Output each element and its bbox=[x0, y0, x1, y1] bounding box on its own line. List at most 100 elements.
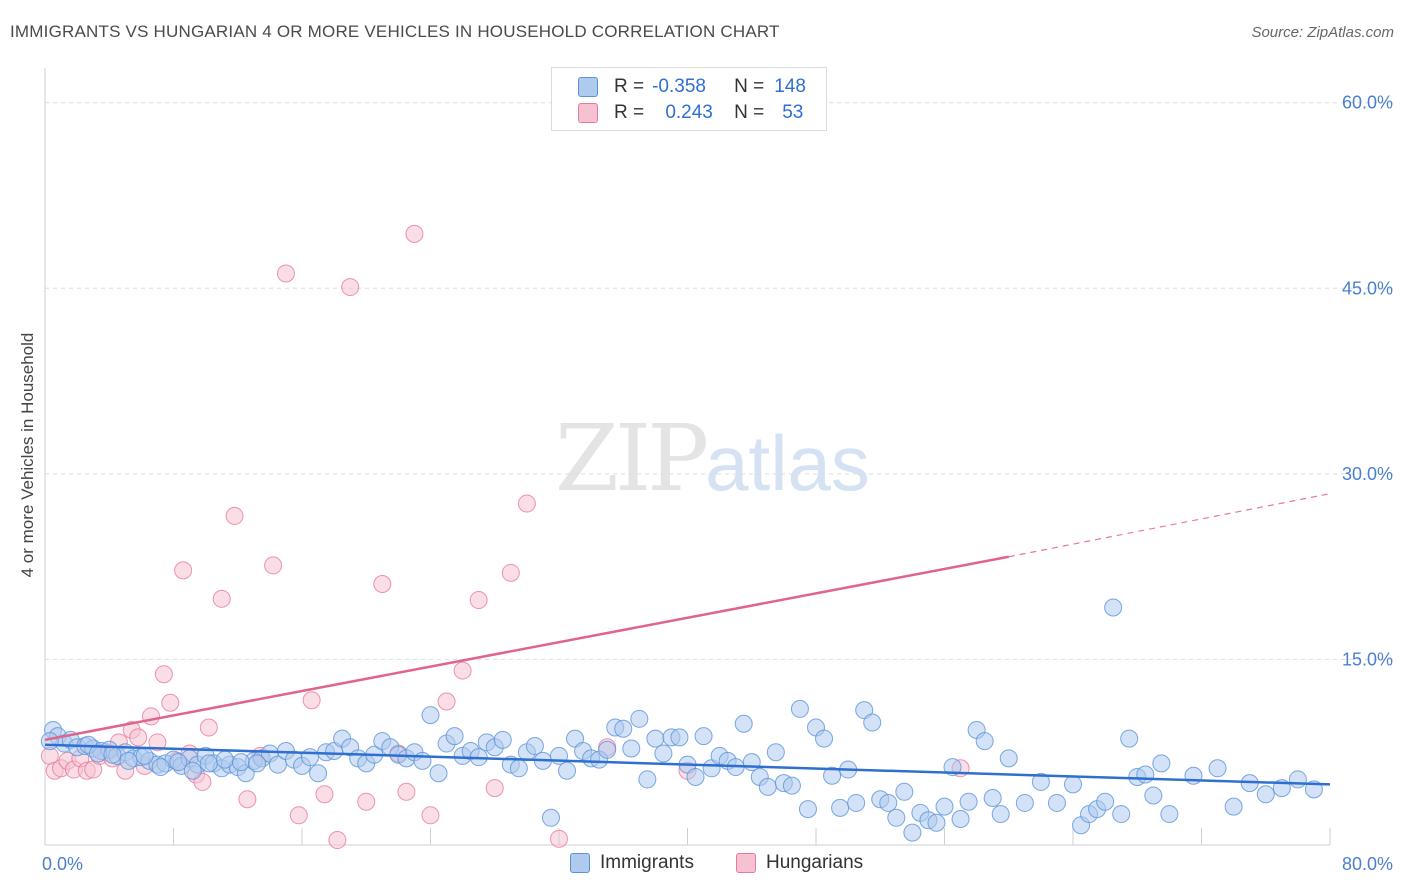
legend-r-value: -0.358 bbox=[652, 76, 706, 97]
immigrants-point bbox=[927, 813, 946, 832]
hungarians-point bbox=[550, 829, 568, 848]
immigrants-point bbox=[670, 728, 689, 747]
immigrants-point bbox=[40, 732, 59, 751]
immigrants-point bbox=[790, 699, 809, 718]
immigrants-point bbox=[943, 758, 962, 777]
immigrants-point bbox=[847, 793, 866, 812]
immigrants-point bbox=[309, 764, 328, 783]
watermark-zip: ZIP bbox=[555, 405, 709, 512]
immigrants-point bbox=[999, 749, 1018, 768]
immigrants-point bbox=[248, 754, 267, 773]
immigrants-point bbox=[151, 758, 170, 777]
immigrants-point bbox=[694, 727, 713, 746]
hungarians-point bbox=[373, 574, 392, 593]
immigrants-point bbox=[1184, 766, 1203, 785]
immigrants-point bbox=[1160, 805, 1179, 824]
immigrants-point bbox=[935, 797, 954, 816]
immigrants-point bbox=[1256, 785, 1275, 804]
immigrants-point bbox=[798, 800, 817, 819]
legend-n-label: N = bbox=[734, 76, 765, 97]
immigrants-point bbox=[1288, 770, 1307, 789]
hungarians-point bbox=[302, 691, 321, 710]
hungarians-swatch bbox=[578, 103, 598, 123]
immigrants-point bbox=[119, 751, 138, 770]
x-tick-label: 80.0% bbox=[1342, 854, 1393, 874]
immigrants-point bbox=[183, 761, 202, 780]
hungarians-point bbox=[276, 264, 295, 283]
legend-n-value: 148 bbox=[774, 76, 806, 97]
hungarians-point bbox=[174, 561, 193, 580]
hungarians-point bbox=[517, 494, 536, 513]
immigrants-point bbox=[541, 808, 560, 827]
immigrants-point bbox=[509, 759, 528, 778]
immigrants-point bbox=[1224, 797, 1243, 816]
immigrants-point bbox=[429, 764, 448, 783]
immigrants-point bbox=[1096, 792, 1115, 811]
immigrants-point bbox=[1031, 772, 1050, 791]
immigrants-point bbox=[895, 782, 914, 801]
hungarians-point bbox=[397, 782, 416, 801]
immigrants-point bbox=[959, 792, 978, 811]
immigrants-swatch bbox=[578, 77, 598, 97]
immigrants-point bbox=[1152, 754, 1171, 773]
immigrants-point bbox=[493, 730, 512, 749]
y-tick-label: 45.0% bbox=[1342, 278, 1393, 298]
hungarians-legend-swatch bbox=[735, 853, 756, 873]
immigrants-point bbox=[558, 761, 577, 780]
hungarians-point bbox=[328, 831, 347, 850]
immigrants-point bbox=[103, 745, 122, 764]
immigrants-point bbox=[445, 727, 464, 746]
immigrants-point bbox=[991, 805, 1010, 824]
immigrants-point bbox=[598, 740, 617, 759]
legend-r-value: 0.243 bbox=[665, 102, 713, 123]
hungarians-point bbox=[129, 728, 148, 747]
hungarians-point bbox=[199, 718, 218, 737]
y-tick-label: 60.0% bbox=[1342, 93, 1393, 113]
hungarians-point bbox=[289, 806, 308, 825]
immigrants-point bbox=[975, 732, 994, 751]
hungarians-point bbox=[405, 224, 424, 243]
hungarians-legend-label: Hungarians bbox=[765, 852, 864, 873]
hungarians-point bbox=[501, 563, 520, 582]
immigrants-point bbox=[1136, 765, 1155, 784]
hungarians-point bbox=[212, 589, 231, 608]
immigrants-point bbox=[1047, 793, 1066, 812]
immigrants-point bbox=[1064, 775, 1082, 794]
immigrants-point bbox=[199, 754, 218, 773]
immigrants-point bbox=[1144, 786, 1163, 805]
immigrants-point bbox=[614, 719, 633, 738]
immigrants-point bbox=[1208, 759, 1227, 778]
source-label: Source: ZipAtlas.com bbox=[1251, 24, 1394, 41]
immigrants-trendline bbox=[44, 743, 1331, 786]
hungarians-point bbox=[421, 806, 440, 825]
hungarians-point bbox=[485, 779, 504, 798]
immigrants-point bbox=[831, 798, 850, 817]
immigrants-point bbox=[887, 808, 906, 827]
immigrants-point bbox=[630, 709, 649, 728]
y-tick-label: 30.0% bbox=[1342, 464, 1393, 484]
hungarians-trendline-extension bbox=[1008, 493, 1331, 558]
hungarians-point bbox=[357, 792, 376, 811]
hungarians-trendline bbox=[44, 555, 1009, 742]
immigrants-point bbox=[301, 748, 320, 767]
immigrants-point bbox=[231, 753, 250, 772]
y-tick-label: 15.0% bbox=[1342, 649, 1393, 669]
legend-n-value: 53 bbox=[782, 102, 804, 123]
immigrants-legend-label: Immigrants bbox=[600, 852, 694, 873]
immigrants-point bbox=[215, 750, 234, 769]
hungarians-point bbox=[238, 790, 257, 809]
stats-legend: R = -0.358 N = 148 R = 0.243 N = 53 bbox=[551, 67, 827, 131]
immigrants-point bbox=[421, 706, 440, 725]
watermark-atlas: atlas bbox=[705, 419, 870, 507]
hungarians-point bbox=[161, 693, 180, 712]
immigrants-point bbox=[622, 739, 641, 758]
x-tick-label: 0.0% bbox=[42, 854, 83, 874]
immigrants-point bbox=[823, 766, 842, 785]
immigrants-point bbox=[654, 744, 673, 763]
immigrants-point bbox=[525, 737, 544, 756]
immigrants-point bbox=[782, 776, 801, 795]
hungarians-point bbox=[315, 785, 334, 804]
immigrants-point bbox=[758, 777, 777, 796]
hungarians-point bbox=[264, 556, 283, 575]
